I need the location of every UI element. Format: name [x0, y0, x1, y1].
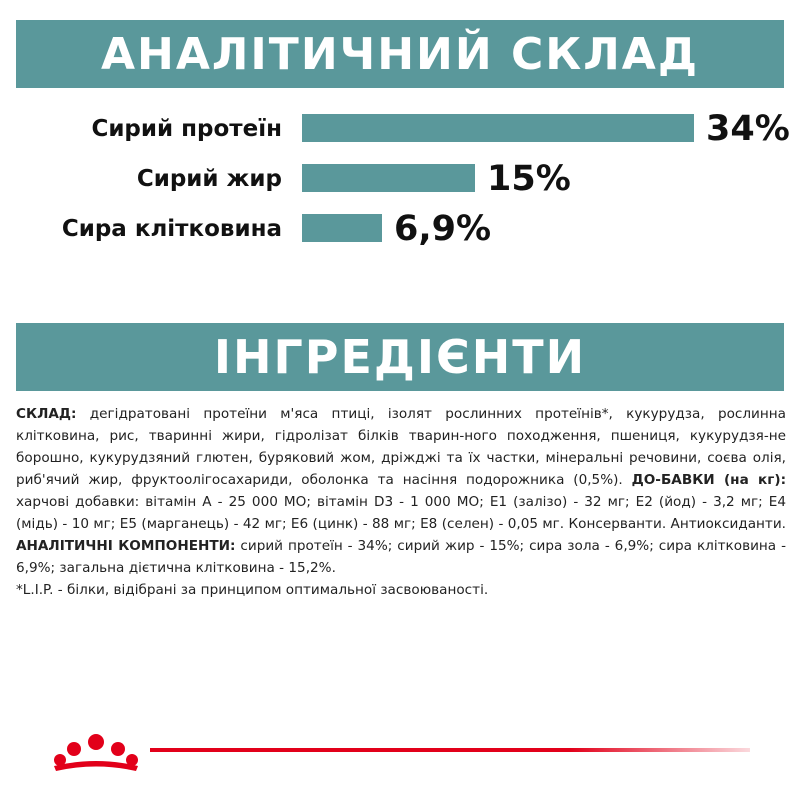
components-text: сирий протеїн - 34%; сирий жир - 15%; си… — [16, 538, 786, 576]
analysis-label: Сира клітковина — [61, 216, 282, 242]
ingredients-title: ІНГРЕДІЄНТИ — [16, 323, 784, 391]
analysis-value: 6,9% — [394, 209, 492, 249]
analysis-row-fat: Сирий жир 15% — [0, 159, 800, 199]
footnote: *L.I.P. - білки, відібрані за принципом … — [16, 582, 489, 598]
ingredients-paragraph: СКЛАД: дегідратовані протеїни м'яса птиц… — [16, 403, 786, 579]
components-label: АНАЛІТИЧНІ КОМПОНЕНТИ: — [16, 538, 236, 554]
analysis-value: 15% — [487, 159, 571, 199]
composition-label: СКЛАД: — [16, 406, 77, 422]
analysis-bar — [302, 214, 382, 242]
additives-text: харчові добавки: вітамін A - 25 000 МО; … — [16, 494, 786, 532]
royal-canin-crown-icon — [54, 734, 138, 771]
analysis-label: Сирий жир — [136, 166, 282, 192]
analysis-row-protein: Сирий протеїн 34% — [0, 109, 800, 149]
ingredients-text: СКЛАД: дегідратовані протеїни м'яса птиц… — [16, 403, 786, 601]
footer-divider — [150, 748, 750, 752]
composition-text: дегідратовані протеїни м'яса птиці, ізол… — [16, 406, 786, 488]
analysis-bar — [302, 164, 475, 192]
analysis-row-fibre: Сира клітковина 6,9% — [0, 209, 800, 249]
additives-label: ДО-БАВКИ (на кг): — [631, 472, 787, 488]
analysis-bar — [302, 114, 694, 142]
analysis-title: АНАЛІТИЧНИЙ СКЛАД — [16, 20, 784, 88]
analysis-value: 34% — [706, 109, 790, 149]
analysis-label: Сирий протеїн — [91, 116, 282, 142]
